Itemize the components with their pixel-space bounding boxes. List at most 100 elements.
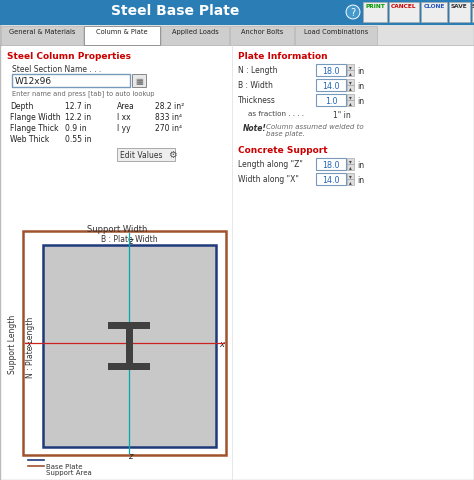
- Text: I yy: I yy: [117, 124, 131, 133]
- Bar: [347, 165, 354, 171]
- Text: Anchor Bolts: Anchor Bolts: [241, 29, 283, 35]
- Text: 18.0: 18.0: [322, 67, 340, 76]
- Bar: [421, 3, 447, 23]
- Bar: [363, 3, 387, 23]
- Text: x: x: [26, 339, 31, 348]
- Text: General & Materials: General & Materials: [9, 29, 75, 35]
- Text: Flange Width: Flange Width: [10, 113, 61, 122]
- Bar: [347, 71, 354, 77]
- Text: ▴: ▴: [349, 101, 352, 106]
- Bar: [347, 65, 354, 71]
- Text: Web Thick: Web Thick: [10, 135, 49, 144]
- Text: ?: ?: [350, 8, 356, 18]
- Bar: [316, 95, 346, 107]
- Bar: [109, 323, 151, 329]
- Text: Steel Section Name . . .: Steel Section Name . . .: [12, 65, 101, 74]
- Bar: [472, 3, 474, 23]
- Text: Load Combinations: Load Combinations: [304, 29, 368, 35]
- Text: Support Width: Support Width: [87, 225, 148, 233]
- Text: PRINT: PRINT: [365, 4, 385, 10]
- Bar: [161, 27, 229, 46]
- Text: B : Width: B : Width: [238, 81, 273, 90]
- Text: Plate Information: Plate Information: [238, 52, 328, 61]
- Text: Enter name and press [tab] to auto lookup: Enter name and press [tab] to auto looku…: [12, 90, 155, 96]
- Text: Depth: Depth: [10, 102, 33, 111]
- Text: ▾: ▾: [349, 174, 352, 179]
- Text: as fraction . . . .: as fraction . . . .: [248, 111, 304, 117]
- Bar: [109, 363, 151, 370]
- Text: ▦: ▦: [135, 77, 143, 86]
- Text: 14.0: 14.0: [322, 82, 340, 91]
- Bar: [389, 3, 419, 23]
- Text: Length along "Z": Length along "Z": [238, 160, 303, 168]
- Text: Flange Thick: Flange Thick: [10, 124, 58, 133]
- Text: ▾: ▾: [349, 96, 352, 100]
- Bar: [347, 174, 354, 180]
- Text: W12x96: W12x96: [15, 76, 52, 85]
- Text: ▾: ▾: [349, 65, 352, 71]
- Text: in: in: [357, 82, 364, 91]
- Text: 1" in: 1" in: [333, 111, 351, 120]
- Bar: [347, 86, 354, 92]
- Text: ▾: ▾: [349, 159, 352, 164]
- Bar: [0, 26, 474, 46]
- Bar: [316, 65, 346, 77]
- Text: Concrete Support: Concrete Support: [238, 146, 328, 155]
- Bar: [230, 27, 294, 46]
- Bar: [126, 329, 133, 363]
- Text: Column & Plate: Column & Plate: [96, 29, 148, 35]
- Text: x: x: [219, 339, 224, 348]
- Text: 12.7 in: 12.7 in: [65, 102, 91, 111]
- Text: B : Plate Width: B : Plate Width: [101, 235, 158, 243]
- Text: Column assumed welded to
base plate.: Column assumed welded to base plate.: [266, 124, 364, 137]
- Bar: [347, 95, 354, 101]
- Bar: [1, 27, 83, 46]
- Text: ▾: ▾: [349, 80, 352, 85]
- Text: 833 in⁴: 833 in⁴: [155, 113, 182, 122]
- Bar: [449, 3, 470, 23]
- Bar: [23, 231, 226, 455]
- Text: in: in: [357, 97, 364, 106]
- Text: Note!: Note!: [243, 124, 267, 133]
- Bar: [43, 245, 216, 447]
- Text: 12.2 in: 12.2 in: [65, 113, 91, 122]
- Text: Support Length: Support Length: [9, 314, 18, 373]
- Bar: [316, 159, 346, 171]
- Bar: [295, 27, 377, 46]
- Bar: [316, 174, 346, 186]
- Text: ▴: ▴: [349, 86, 352, 91]
- Bar: [0, 0, 474, 26]
- Text: SAVE & CLOSE: SAVE & CLOSE: [472, 4, 474, 10]
- Text: 1.0: 1.0: [325, 97, 337, 106]
- Text: SAVE: SAVE: [451, 4, 468, 10]
- Text: CLONE: CLONE: [423, 4, 445, 10]
- Text: ▴: ▴: [349, 180, 352, 185]
- Text: ▴: ▴: [349, 165, 352, 170]
- Bar: [347, 180, 354, 186]
- Text: z: z: [128, 451, 133, 460]
- Text: N : Length: N : Length: [238, 66, 277, 75]
- Text: Edit Values: Edit Values: [120, 150, 162, 159]
- Bar: [347, 159, 354, 165]
- Text: 28.2 in²: 28.2 in²: [155, 102, 184, 111]
- Text: Steel Column Properties: Steel Column Properties: [7, 52, 131, 61]
- Text: in: in: [357, 67, 364, 76]
- Text: in: in: [357, 161, 364, 169]
- Text: ⚙: ⚙: [168, 150, 176, 160]
- Text: 14.0: 14.0: [322, 176, 340, 185]
- Bar: [84, 27, 160, 46]
- Bar: [347, 101, 354, 107]
- Text: 0.55 in: 0.55 in: [65, 135, 91, 144]
- Text: CANCEL: CANCEL: [391, 4, 417, 10]
- Text: ▴: ▴: [349, 72, 352, 76]
- Bar: [12, 75, 130, 88]
- Text: 18.0: 18.0: [322, 161, 340, 169]
- Text: Area: Area: [117, 102, 135, 111]
- Text: 270 in⁴: 270 in⁴: [155, 124, 182, 133]
- Text: N : Plate Length: N : Plate Length: [27, 316, 36, 377]
- Bar: [132, 75, 146, 88]
- Text: 0.9 in: 0.9 in: [65, 124, 87, 133]
- Bar: [117, 149, 175, 162]
- Text: Steel Base Plate: Steel Base Plate: [111, 4, 239, 18]
- Text: Thickness: Thickness: [238, 96, 276, 105]
